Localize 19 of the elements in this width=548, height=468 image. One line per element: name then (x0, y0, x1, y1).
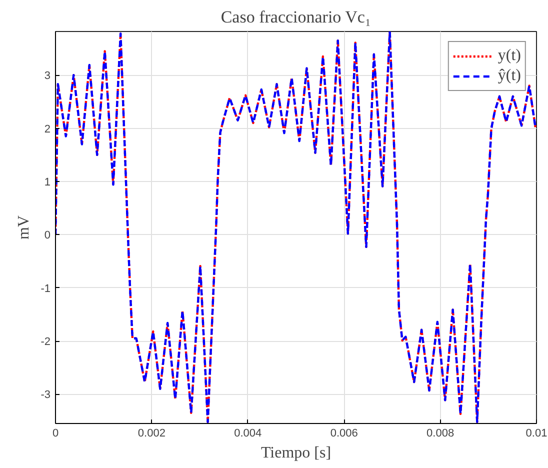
legend-label: ŷ(t) (498, 67, 521, 85)
x-axis-title: Tiempo [s] (260, 444, 332, 462)
legend-label: y(t) (498, 47, 521, 65)
y-tick-label: -1 (40, 282, 50, 295)
x-tick-label: 0.004 (234, 428, 262, 440)
y-tick-label: 3 (44, 70, 51, 82)
x-tick-label: 0.006 (330, 428, 358, 440)
line-series (56, 32, 536, 424)
y-tick-label: 2 (44, 123, 51, 136)
y-tick-label: 1 (44, 176, 51, 188)
y-tick-label: -3 (40, 389, 50, 402)
x-tick-label: 0.008 (426, 428, 454, 440)
x-tick-label: 0.01 (526, 428, 548, 440)
x-tick-label: 0.002 (138, 428, 166, 440)
x-tick-label: 0 (52, 428, 59, 440)
chart-title: Caso fraccionario Vc₁ (220, 8, 371, 26)
y-tick-label: -2 (40, 336, 50, 348)
y-tick-label: 0 (44, 230, 51, 242)
y-axis-title: mV (16, 215, 33, 240)
